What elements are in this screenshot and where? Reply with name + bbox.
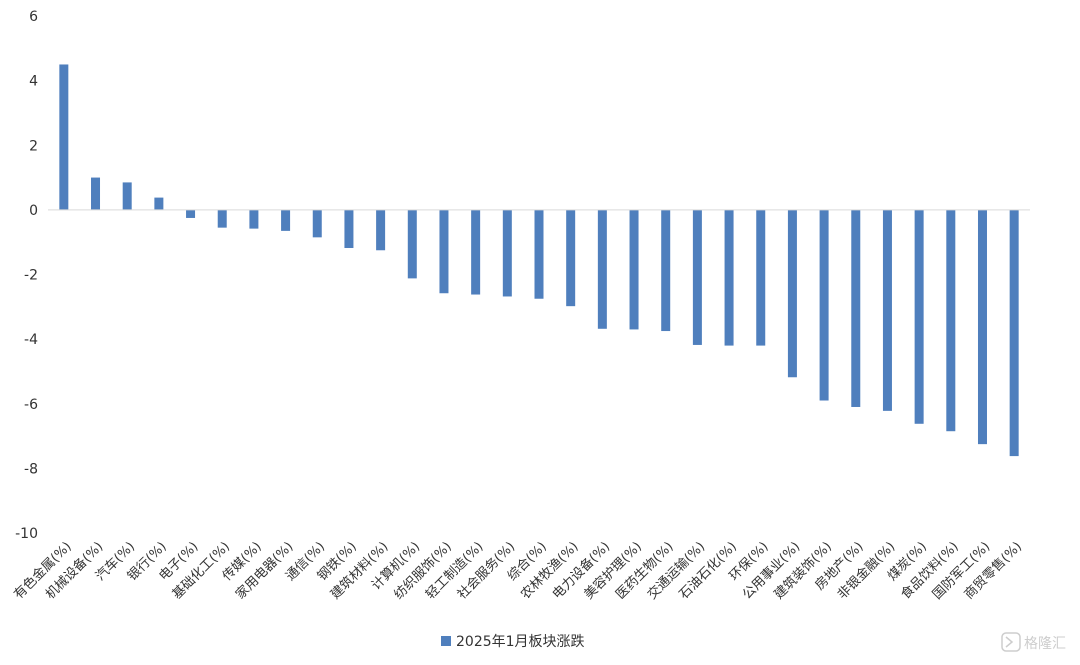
bar: [502, 209, 512, 297]
legend-label: 2025年1月板块涨跌: [456, 634, 585, 650]
bar: [819, 209, 829, 401]
bar: [122, 182, 132, 210]
bar: [977, 209, 987, 445]
y-tick-label: -2: [24, 268, 38, 284]
bar: [787, 209, 797, 378]
bar: [882, 209, 892, 411]
y-tick-label: -6: [24, 397, 38, 413]
bar: [692, 209, 702, 345]
y-tick-label: 2: [29, 138, 38, 154]
gelonghui-logo-icon: [1001, 632, 1021, 652]
bar: [629, 209, 639, 330]
bar: [249, 209, 259, 229]
y-axis-ticks: 6 4 2 0 -2 -4 -6 -8 -10: [15, 9, 38, 542]
bar: [91, 177, 101, 210]
y-tick-label: -10: [15, 526, 38, 542]
y-tick-label: 0: [29, 203, 38, 219]
bars: [59, 64, 1019, 457]
bar: [914, 209, 924, 424]
x-axis-labels: 有色金属(%)机械设备(%)汽车(%)银行(%)电子(%)基础化工(%)传媒(%…: [11, 539, 1025, 603]
bar: [471, 209, 481, 295]
watermark: 格隆汇: [1001, 632, 1066, 652]
bar: [59, 64, 69, 210]
bar: [154, 197, 164, 210]
bar: [186, 209, 196, 218]
bar: [1009, 209, 1019, 457]
bar: [566, 209, 576, 307]
bar: [439, 209, 449, 294]
y-tick-label: 4: [29, 74, 38, 90]
bar: [281, 209, 291, 231]
bar: [946, 209, 956, 432]
bar: [407, 209, 417, 279]
y-tick-label: -8: [24, 461, 38, 477]
bar: [376, 209, 386, 251]
watermark-text: 格隆汇: [1024, 636, 1066, 652]
bar: [661, 209, 671, 332]
bar: [851, 209, 861, 407]
y-tick-label: 6: [29, 9, 38, 25]
bar: [217, 209, 227, 228]
legend: 2025年1月板块涨跌: [441, 634, 585, 650]
bar: [534, 209, 544, 299]
bar: [756, 209, 766, 346]
bar: [724, 209, 734, 346]
y-tick-label: -4: [24, 332, 38, 348]
bar: [312, 209, 322, 238]
bar: [597, 209, 607, 329]
bar: [344, 209, 354, 249]
legend-swatch: [441, 636, 451, 646]
